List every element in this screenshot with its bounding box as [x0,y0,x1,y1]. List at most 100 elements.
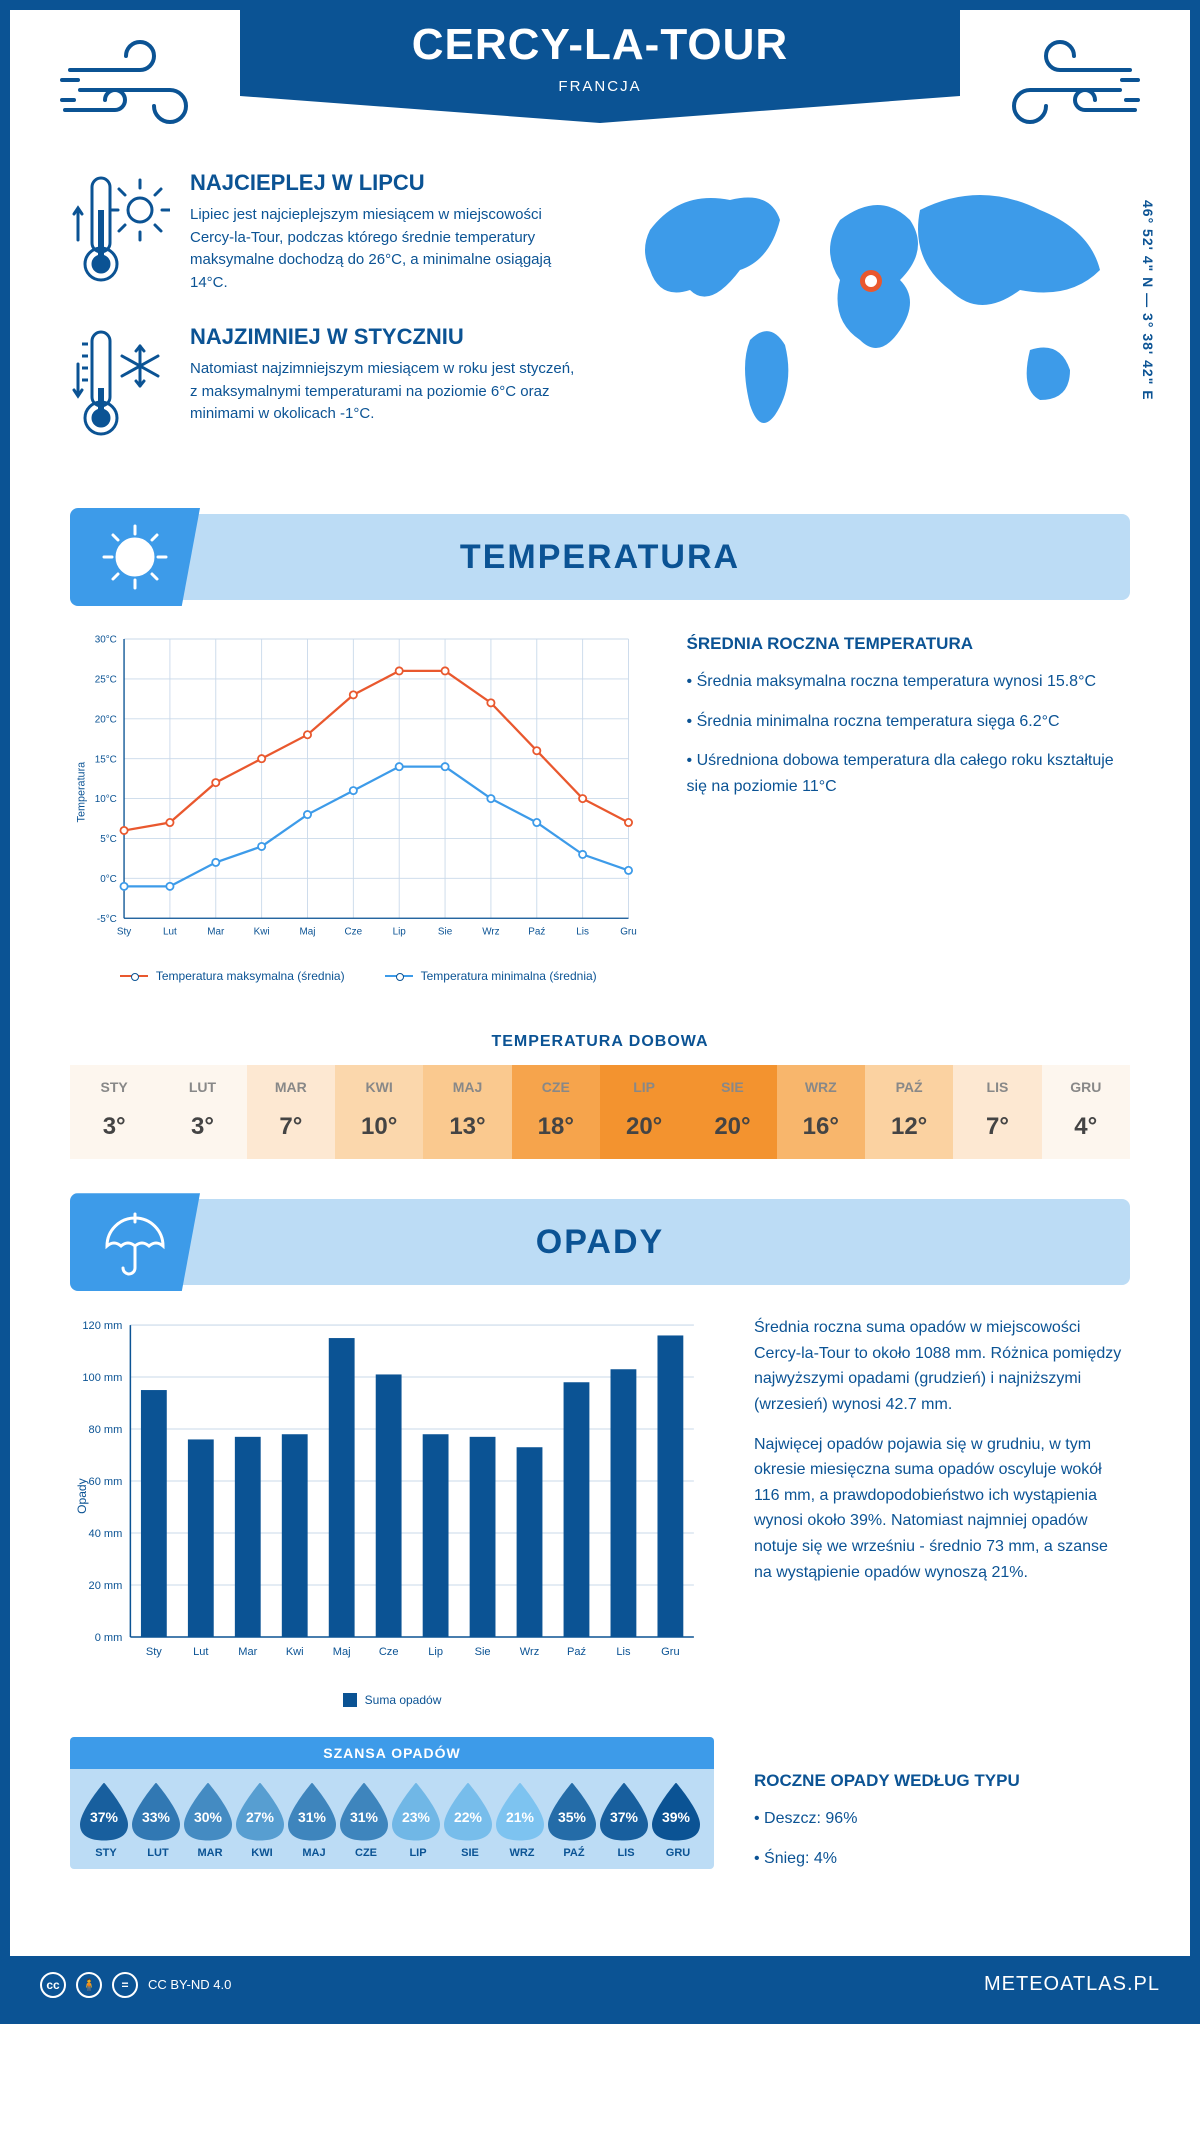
svg-text:0°C: 0°C [100,874,117,885]
daily-month: CZE [512,1079,600,1095]
raindrop-icon: 39% [652,1783,700,1841]
daily-cell: PAŹ 12° [865,1065,953,1159]
daily-cell: LUT3° [158,1065,246,1159]
svg-text:Paź: Paź [567,1646,586,1658]
chance-month: LIS [600,1847,652,1859]
fact-hot-title: NAJCIEPLEJ W LIPCU [190,170,580,196]
precip-section-header: OPADY [70,1199,1130,1285]
world-map-icon [610,170,1130,450]
daily-value: 10° [335,1113,423,1141]
svg-text:Lut: Lut [193,1646,208,1658]
raindrop-icon: 37% [600,1783,648,1841]
intro-row: NAJCIEPLEJ W LIPCU Lipiec jest najcieple… [10,150,1190,504]
daily-month: PAŹ [865,1079,953,1095]
svg-text:Lip: Lip [428,1646,443,1658]
chance-drop: 33%LUT [132,1783,184,1859]
svg-text:Temperatura: Temperatura [75,762,87,823]
temp-side-title: ŚREDNIA ROCZNA TEMPERATURA [687,630,1130,657]
chance-month: KWI [236,1847,288,1859]
daily-month: KWI [335,1079,423,1095]
svg-text:Lis: Lis [616,1646,631,1658]
svg-text:Sty: Sty [117,926,131,937]
svg-text:Maj: Maj [300,926,316,937]
svg-text:40 mm: 40 mm [89,1528,123,1540]
chance-month: GRU [652,1847,704,1859]
chance-month: SIE [444,1847,496,1859]
precip-title: OPADY [536,1223,664,1262]
temp-legend: Temperatura maksymalna (średnia) Tempera… [70,969,647,983]
svg-text:100 mm: 100 mm [82,1372,122,1384]
svg-text:Kwi: Kwi [286,1646,304,1658]
precip-chart-col: 0 mm20 mm40 mm60 mm80 mm100 mm120 mmOpad… [70,1315,714,1885]
svg-text:Wrz: Wrz [482,926,499,937]
daily-value: 3° [70,1113,158,1141]
svg-text:Gru: Gru [661,1646,679,1658]
daily-cell: LIS7° [953,1065,1041,1159]
daily-month: MAR [247,1079,335,1095]
wind-icon-left [60,30,220,140]
daily-value: 12° [865,1113,953,1141]
daily-cell: STY3° [70,1065,158,1159]
raindrop-icon: 23% [392,1783,440,1841]
chance-drop: 30%MAR [184,1783,236,1859]
umbrella-icon [70,1193,200,1291]
daily-cell: MAJ13° [423,1065,511,1159]
svg-text:Sty: Sty [146,1646,162,1658]
annual-type-title: ROCZNE OPADY WEDŁUG TYPU [754,1767,1130,1794]
daily-month: MAJ [423,1079,511,1095]
chance-month: MAJ [288,1847,340,1859]
precip-chance-box: SZANSA OPADÓW 37% STY33%LUT30%MAR27% KWI31… [70,1737,714,1869]
svg-text:10°C: 10°C [95,794,117,805]
legend-max-label: Temperatura maksymalna (średnia) [156,969,345,983]
fact-cold-text: NAJZIMNIEJ W STYCZNIU Natomiast najzimni… [190,324,580,444]
chance-drop: 27% KWI [236,1783,288,1859]
svg-text:Paź: Paź [528,926,545,937]
chance-month: LIP [392,1847,444,1859]
chance-drop: 35%PAŹ [548,1783,600,1859]
fact-cold-title: NAJZIMNIEJ W STYCZNIU [190,324,580,350]
legend-min-label: Temperatura minimalna (średnia) [421,969,597,983]
temperature-title: TEMPERATURA [460,538,740,577]
chance-title: SZANSA OPADÓW [70,1737,714,1769]
footer-site: METEOATLAS.PL [984,1973,1160,1996]
city-name: CERCY-LA-TOUR [250,20,950,70]
daily-month: LUT [158,1079,246,1095]
raindrop-icon: 33% [132,1783,180,1841]
svg-text:5°C: 5°C [100,834,117,845]
daily-month: LIS [953,1079,1041,1095]
raindrop-icon: 31% [288,1783,336,1841]
svg-text:Mar: Mar [238,1646,257,1658]
precip-legend-label: Suma opadów [365,1693,442,1707]
chance-drop: 23% LIP [392,1783,444,1859]
precip-p2: Najwięcej opadów pojawia się w grudniu, … [754,1432,1130,1586]
svg-text:Lip: Lip [393,926,407,937]
daily-cell: KWI 10° [335,1065,423,1159]
wind-icon-right [980,30,1140,140]
raindrop-icon: 27% [236,1783,284,1841]
daily-month: GRU [1042,1079,1130,1095]
svg-text:20°C: 20°C [95,714,117,725]
daily-cell: CZE18° [512,1065,600,1159]
svg-text:Opady: Opady [75,1479,89,1515]
raindrop-icon: 37% [80,1783,128,1841]
svg-text:Wrz: Wrz [520,1646,539,1658]
chance-month: STY [80,1847,132,1859]
annual-type-p2: • Śnieg: 4% [754,1846,1130,1872]
fact-cold: NAJZIMNIEJ W STYCZNIU Natomiast najzimni… [70,324,580,444]
daily-temp-title: TEMPERATURA DOBOWA [10,1033,1190,1051]
map-marker-icon [860,270,882,292]
daily-month: SIE [688,1079,776,1095]
fact-hot-body: Lipiec jest najcieplejszym miesiącem w m… [190,204,580,294]
svg-text:Lut: Lut [163,926,177,937]
by-icon: 🧍 [76,1972,102,1998]
temperature-chart: -5°C0°C5°C10°C15°C20°C25°C30°CStyLutMarK… [70,630,647,983]
sun-icon [70,508,200,606]
raindrop-icon: 22% [444,1783,492,1841]
license-text: CC BY-ND 4.0 [148,1977,231,1992]
daily-cell: LIP20° [600,1065,688,1159]
chance-drop: 37% STY [80,1783,132,1859]
legend-min: Temperatura minimalna (średnia) [385,969,597,983]
raindrop-icon: 30% [184,1783,232,1841]
chance-month: PAŹ [548,1847,600,1859]
nd-icon: = [112,1972,138,1998]
